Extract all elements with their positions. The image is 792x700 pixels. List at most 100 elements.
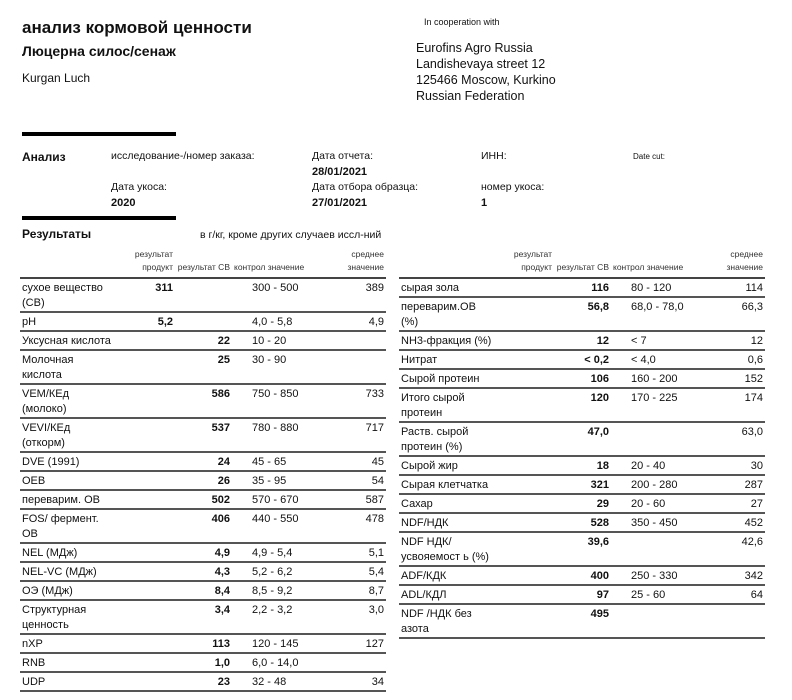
mean-value xyxy=(312,331,386,351)
reference-range: 25 - 60 xyxy=(611,585,691,605)
mean-value: 8,7 xyxy=(312,581,386,601)
reference-range: 120 - 145 xyxy=(232,634,312,654)
dm-value: 22 xyxy=(175,331,232,351)
parameter-name: UDP xyxy=(20,672,115,692)
product-value xyxy=(115,543,175,563)
table-row: VEVI/КЕд (откорм) 537 780 - 880 717 xyxy=(20,418,386,453)
parameter-name: pH xyxy=(20,312,115,332)
mean-value: 5,4 xyxy=(312,562,386,582)
dm-value: 12 xyxy=(554,331,611,351)
dm-value: 4,3 xyxy=(175,562,232,582)
table-row: RNB 1,0 6,0 - 14,0 xyxy=(20,653,386,673)
parameter-name: ОЭ (МДж) xyxy=(20,581,115,601)
mean-value: 114 xyxy=(691,278,765,298)
dm-value: 39,6 xyxy=(554,532,611,567)
parameter-name: Сахар xyxy=(399,494,494,514)
dm-value: 586 xyxy=(175,384,232,419)
table-row: ADF/КДК 400 250 - 330 342 xyxy=(399,566,765,586)
reference-range: 5,2 - 6,2 xyxy=(232,562,312,582)
mean-value: 27 xyxy=(691,494,765,514)
column-header: результат продукт xyxy=(513,249,552,272)
product-value xyxy=(115,350,175,385)
mean-value xyxy=(312,350,386,385)
table-row: NH3-фракция (%) 12 < 7 12 xyxy=(399,331,765,351)
table-row: переварим.ОВ (%) 56,8 68,0 - 78,0 66,3 xyxy=(399,297,765,332)
mean-value: 64 xyxy=(691,585,765,605)
reference-range: 350 - 450 xyxy=(611,513,691,533)
dm-value: 106 xyxy=(554,369,611,389)
results-label: Результаты xyxy=(22,227,92,241)
table-row: Нитрат < 0,2 < 4,0 0,6 xyxy=(399,350,765,370)
parameter-name: RNB xyxy=(20,653,115,673)
reference-range: 35 - 95 xyxy=(232,471,312,491)
dm-value: < 0,2 xyxy=(554,350,611,370)
product-value xyxy=(494,278,554,298)
product-value xyxy=(115,331,175,351)
parameter-name: DVE (1991) xyxy=(20,452,115,472)
table-row: NEL (МДж) 4,9 4,9 - 5,4 5,1 xyxy=(20,543,386,563)
dm-value: 400 xyxy=(554,566,611,586)
product-value xyxy=(494,475,554,495)
parameter-name: OEB xyxy=(20,471,115,491)
cut-date: 2020 xyxy=(111,197,136,209)
product-value xyxy=(115,418,175,453)
dm-value: 502 xyxy=(175,490,232,510)
results-table-left: результат продукт результат СВ контрол зна… xyxy=(20,248,386,692)
product-value xyxy=(494,604,554,639)
product-value: 311 xyxy=(115,278,175,313)
parameter-name: сырая зола xyxy=(399,278,494,298)
dm-value xyxy=(175,312,232,332)
cut-date-label: Дата укоса: xyxy=(111,181,167,193)
table-row: UDP 23 32 - 48 34 xyxy=(20,672,386,692)
table-row: NDF/НДК 528 350 - 450 452 xyxy=(399,513,765,533)
mean-value: 717 xyxy=(312,418,386,453)
order-label: исследование-/номер заказа: xyxy=(111,150,255,162)
product-value xyxy=(115,672,175,692)
column-header: результат продукт xyxy=(134,249,173,272)
dm-value: 321 xyxy=(554,475,611,495)
parameter-name: переварим. ОВ xyxy=(20,490,115,510)
table-row: NDF НДК/усвояемост ь (%) 39,6 42,6 xyxy=(399,532,765,567)
analysis-label: Анализ xyxy=(22,150,66,164)
mean-value: 4,9 xyxy=(312,312,386,332)
inn-label: ИНН: xyxy=(481,150,507,162)
reference-range: 32 - 48 xyxy=(232,672,312,692)
mean-value: 45 xyxy=(312,452,386,472)
table-row: nXP 113 120 - 145 127 xyxy=(20,634,386,654)
address-line: Eurofins Agro Russia xyxy=(416,41,533,55)
mean-value: 587 xyxy=(312,490,386,510)
column-header: среднее значение xyxy=(347,249,384,272)
parameter-name: Итого сырой протеин xyxy=(399,388,494,423)
product-value xyxy=(115,562,175,582)
parameter-name: NDF/НДК xyxy=(399,513,494,533)
cooperation-label: In cooperation with xyxy=(424,17,500,27)
product-value xyxy=(115,600,175,635)
column-header: результат СВ xyxy=(177,262,230,272)
reference-range: 250 - 330 xyxy=(611,566,691,586)
reference-range: 10 - 20 xyxy=(232,331,312,351)
mean-value: 127 xyxy=(312,634,386,654)
reference-range: < 7 xyxy=(611,331,691,351)
reference-range: 160 - 200 xyxy=(611,369,691,389)
table-row: сырая зола 116 80 - 120 114 xyxy=(399,278,765,298)
product-value xyxy=(115,452,175,472)
divider-bar xyxy=(22,216,176,220)
parameter-name: Молочная кислота xyxy=(20,350,115,385)
report-subtitle: Люцерна силос/сенаж xyxy=(22,43,176,59)
table-row: pH 5,2 4,0 - 5,8 4,9 xyxy=(20,312,386,332)
address-line: 125466 Moscow, Kurkino xyxy=(416,73,556,87)
mean-value: 174 xyxy=(691,388,765,423)
dm-value xyxy=(175,278,232,313)
reference-range: 440 - 550 xyxy=(232,509,312,544)
product-value xyxy=(115,653,175,673)
reference-range: 4,0 - 5,8 xyxy=(232,312,312,332)
parameter-name: Структурная ценность xyxy=(20,600,115,635)
mean-value: 733 xyxy=(312,384,386,419)
product-value xyxy=(115,490,175,510)
product-value xyxy=(115,634,175,654)
column-header: результат СВ xyxy=(556,262,609,272)
parameter-name: FOS/ фермент. ОВ xyxy=(20,509,115,544)
mean-value: 30 xyxy=(691,456,765,476)
product-value: 5,2 xyxy=(115,312,175,332)
mean-value: 478 xyxy=(312,509,386,544)
